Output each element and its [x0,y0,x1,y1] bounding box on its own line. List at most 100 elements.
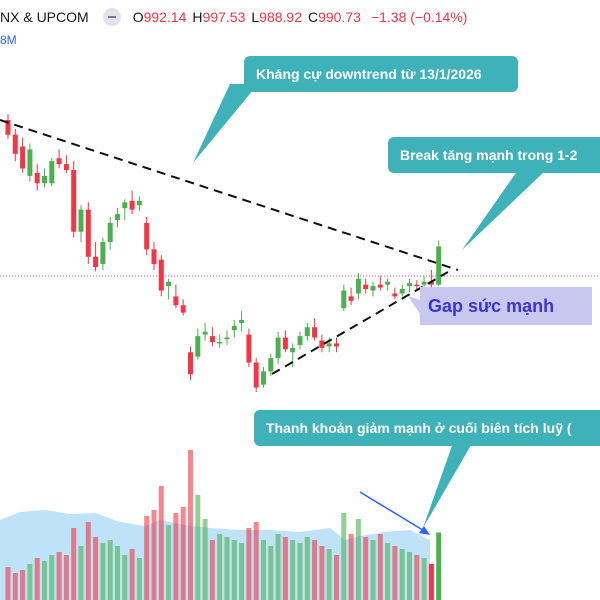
candle-body[interactable] [166,281,172,287]
volume-bar [275,534,281,600]
candle-body[interactable] [188,352,193,375]
volume-bar [180,507,186,600]
candle-body[interactable] [355,278,361,294]
candle-body[interactable] [151,249,157,265]
volume-bar [231,540,237,600]
downtrend-resistance-line [0,119,459,271]
candle-body[interactable] [173,296,179,306]
candle-body[interactable] [290,347,296,353]
candle-body[interactable] [407,283,412,287]
callout-pointer-resistance [193,84,258,163]
candle-body[interactable] [326,343,332,347]
volume-bar [385,543,391,600]
volume-bar [436,532,442,600]
candle-body[interactable] [319,340,325,348]
candle-body[interactable] [56,158,62,165]
candle-body[interactable] [195,336,201,357]
volume-bar [282,537,288,600]
symbol-name[interactable]: NX & UPCOM [0,9,89,25]
candle-body[interactable] [93,256,99,267]
candle-body[interactable] [428,281,434,285]
candle-body[interactable] [246,334,252,363]
high-value: 997.53 [202,9,246,25]
candle-body[interactable] [224,337,230,340]
volume-bar [100,543,106,600]
candle-body[interactable] [20,146,26,169]
close-label: C [307,9,319,25]
volume-bar [334,555,339,600]
candle-body[interactable] [392,293,398,297]
volume-bar [5,567,11,600]
breakout-callout: Break tăng mạnh trong 1-2 [388,137,600,173]
candle-body[interactable] [304,327,310,337]
candle-body[interactable] [5,120,11,135]
volume-bar [188,450,193,600]
candle-body[interactable] [42,175,47,184]
collapse-icon[interactable] [102,8,121,26]
volume-bar [20,570,26,600]
candle-body[interactable] [85,209,91,257]
candle-body[interactable] [261,371,266,385]
volume-bar [166,525,172,600]
volume-readout: 8M [0,33,17,47]
gap-pointer [408,296,420,314]
candle-body[interactable] [275,337,281,359]
candle-body[interactable] [297,336,303,345]
close-value: 990.73 [318,9,361,25]
volume-bar [355,519,361,600]
volume-bar [195,495,201,600]
candle-body[interactable] [27,149,33,176]
volume-bar [202,519,208,600]
candle-body[interactable] [436,246,442,285]
candle-body[interactable] [253,362,259,388]
candle-body[interactable] [370,286,376,291]
candle-body[interactable] [122,202,128,209]
volume-bar [12,573,18,600]
candle-body[interactable] [144,222,150,250]
low-value: 988.92 [259,9,302,25]
candle-body[interactable] [136,200,142,206]
volume-bar [239,543,245,600]
candle-body[interactable] [385,281,391,285]
candle-body[interactable] [399,289,405,294]
volume-bar [377,534,383,600]
volume-bar [428,564,434,600]
uptrend-support-line [271,271,449,375]
volume-bar [27,564,33,600]
candle-body[interactable] [107,222,113,243]
candle-body[interactable] [414,284,420,287]
candle-body[interactable] [180,305,186,313]
candle-body[interactable] [202,331,208,335]
callout-pointer-liquidity [423,440,474,528]
symbol-header: NX & UPCOM O 992.14 H 997.53 L 988.92 C 990.… [0,7,467,27]
candle-body[interactable] [312,327,318,338]
volume-bar [297,543,303,600]
candle-body[interactable] [282,337,288,350]
candle-body[interactable] [78,209,84,232]
candle-body[interactable] [209,336,215,342]
candle-body[interactable] [421,281,427,285]
candle-body[interactable] [115,214,120,220]
candle-body[interactable] [49,161,55,184]
candle-body[interactable] [100,242,106,265]
candle-body[interactable] [34,172,40,184]
candle-body[interactable] [217,341,223,344]
volume-bar [85,522,91,600]
candle-body[interactable] [63,164,69,170]
candle-body[interactable] [377,284,383,288]
candle-body[interactable] [363,284,369,290]
volume-bar [217,534,223,600]
candle-body[interactable] [129,200,135,210]
candle-body[interactable] [12,134,18,154]
gap-label: Gap sức mạnh [420,287,592,325]
candle-body[interactable] [71,169,77,232]
candle-body[interactable] [158,259,164,291]
candle-body[interactable] [334,343,339,347]
candle-body[interactable] [341,290,347,309]
volume-bar [348,534,354,600]
candle-body[interactable] [268,358,274,372]
candle-body[interactable] [348,296,354,301]
candle-body[interactable] [239,319,245,323]
candle-body[interactable] [231,325,237,331]
